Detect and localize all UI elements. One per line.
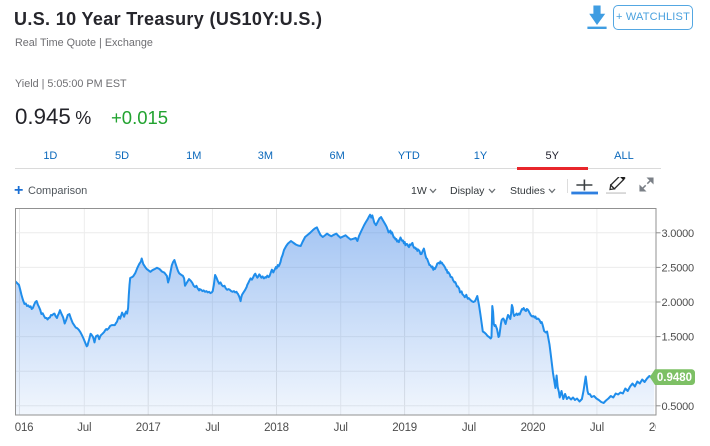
svg-text:1.5000: 1.5000 — [662, 332, 695, 344]
svg-text:2016: 2016 — [9, 422, 34, 434]
svg-text:2.5000: 2.5000 — [662, 262, 695, 274]
svg-text:2.0000: 2.0000 — [662, 297, 695, 309]
svg-text:2018: 2018 — [264, 422, 289, 434]
svg-text:Jul: Jul — [205, 422, 219, 434]
svg-text:Jul: Jul — [334, 422, 348, 434]
svg-text:2017: 2017 — [136, 422, 161, 434]
svg-text:Jul: Jul — [77, 422, 91, 434]
svg-text:0.5000: 0.5000 — [662, 401, 695, 413]
svg-text:0.9480: 0.9480 — [657, 372, 692, 384]
svg-text:3.0000: 3.0000 — [662, 228, 695, 240]
svg-text:2021: 2021 — [649, 422, 674, 434]
svg-text:2019: 2019 — [392, 422, 417, 434]
svg-text:Jul: Jul — [590, 422, 604, 434]
svg-text:Jul: Jul — [462, 422, 476, 434]
svg-text:2020: 2020 — [521, 422, 546, 434]
